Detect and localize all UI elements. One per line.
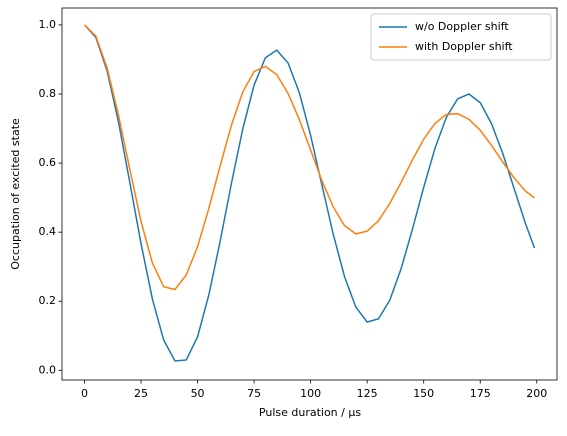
y-tick-label: 0.8 xyxy=(39,87,57,100)
y-axis-label: Occupation of excited state xyxy=(9,118,22,270)
series-line xyxy=(83,24,536,362)
y-tick-label: 0.0 xyxy=(39,363,57,376)
legend-label: with Doppler shift xyxy=(415,40,513,53)
axes-frame xyxy=(61,7,558,381)
legend-box xyxy=(370,13,552,61)
x-tick-label: 100 xyxy=(300,387,321,400)
x-tick-label: 175 xyxy=(470,387,491,400)
x-tick-label: 150 xyxy=(413,387,434,400)
x-tick-label: 75 xyxy=(247,387,261,400)
y-tick-label: 0.2 xyxy=(39,294,57,307)
legend-label: w/o Doppler shift xyxy=(415,20,509,33)
x-tick-label: 200 xyxy=(526,387,547,400)
y-tick-label: 1.0 xyxy=(39,18,57,31)
y-tick-label: 0.4 xyxy=(39,225,57,238)
y-tick-label: 0.6 xyxy=(39,156,57,169)
series-line xyxy=(83,24,535,291)
x-tick-label: 0 xyxy=(81,387,88,400)
x-tick-label: 125 xyxy=(357,387,378,400)
x-axis-label: Pulse duration / µs xyxy=(259,406,361,419)
x-tick-label: 25 xyxy=(134,387,148,400)
x-tick-label: 50 xyxy=(191,387,205,400)
